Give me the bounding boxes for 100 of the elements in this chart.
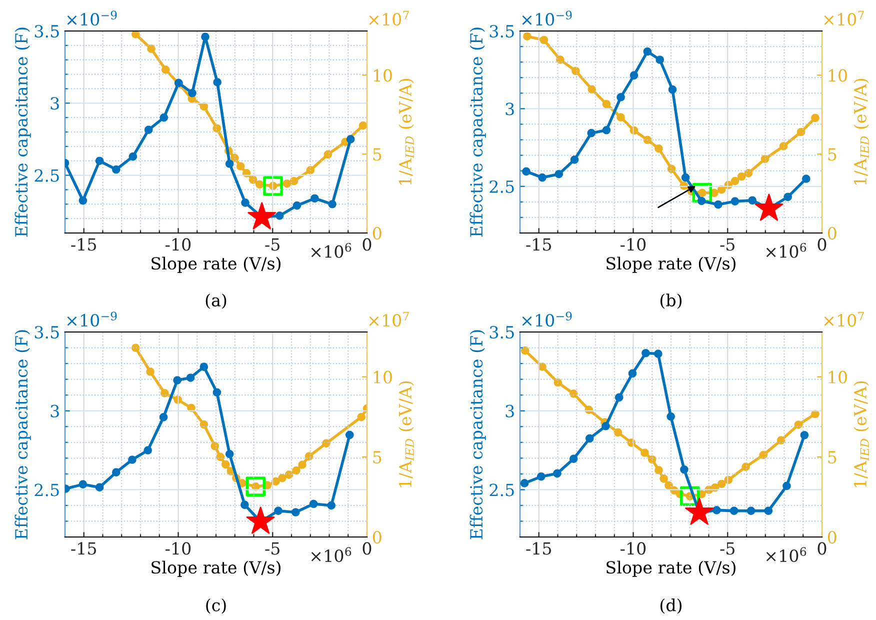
- point: [255, 180, 264, 189]
- point: [538, 173, 546, 182]
- y2-tick-label: 0: [828, 226, 836, 240]
- point: [556, 56, 564, 64]
- y-tick-label: 3: [506, 404, 514, 418]
- x-axis-title: Slope rate (V/s): [152, 560, 280, 577]
- x-tick-label: 0: [362, 542, 372, 555]
- x-tick-label: -10: [620, 542, 646, 555]
- point: [540, 36, 548, 44]
- y-tick-label: 3.5: [490, 24, 514, 38]
- point: [274, 506, 282, 515]
- text: (c): [206, 598, 226, 614]
- x-tick-label: -5: [265, 542, 280, 555]
- text: ×10$^{6}$: [766, 242, 806, 258]
- text: ×10$^{7}$: [369, 10, 409, 26]
- point: [292, 466, 300, 475]
- x-tick-label: -10: [166, 542, 191, 555]
- text: ×10$^{7}$: [369, 312, 409, 327]
- point: [225, 160, 234, 168]
- point: [744, 169, 753, 178]
- point: [304, 452, 314, 460]
- point: [697, 196, 706, 206]
- point: [275, 212, 284, 220]
- x-tick-label: -10: [166, 238, 191, 251]
- point: [811, 114, 820, 122]
- y-axis-title: Effective capacitance (F): [14, 28, 31, 237]
- point: [628, 369, 637, 378]
- point: [187, 404, 196, 412]
- point: [779, 142, 788, 150]
- text: ×10$^{6}$: [766, 547, 806, 562]
- y-tick-label: 2.5: [34, 169, 59, 182]
- y-tick-label: 2.5: [34, 484, 59, 496]
- text: ×10$^{−9}$: [522, 312, 572, 327]
- point: [717, 480, 726, 488]
- point: [685, 498, 714, 525]
- point: [656, 56, 664, 64]
- point: [523, 32, 532, 41]
- point: [570, 155, 579, 164]
- point: [782, 482, 791, 490]
- point: [569, 454, 578, 463]
- point: [654, 466, 663, 474]
- x-tick-label: -15: [71, 542, 96, 555]
- point: [212, 388, 222, 397]
- text: ×10$^{7}$: [824, 312, 864, 327]
- point: [306, 166, 315, 174]
- text: (d): [660, 598, 682, 614]
- point: [236, 162, 245, 170]
- point: [213, 78, 222, 86]
- point: [161, 65, 170, 74]
- point: [668, 85, 677, 94]
- text: ×10$^{−9}$: [522, 10, 572, 26]
- point: [278, 474, 286, 482]
- point: [200, 102, 208, 111]
- text: ×10$^{−9}$: [67, 10, 117, 26]
- point: [654, 144, 663, 153]
- point: [131, 31, 140, 38]
- point: [784, 192, 792, 202]
- point: [146, 368, 154, 376]
- x-tick-label: 0: [818, 238, 826, 251]
- point: [714, 200, 722, 209]
- point: [660, 474, 668, 483]
- point: [144, 126, 153, 134]
- point: [112, 468, 120, 477]
- point: [754, 194, 784, 221]
- point: [602, 100, 611, 108]
- point: [759, 450, 768, 460]
- point: [282, 179, 292, 188]
- point: [322, 439, 330, 448]
- x-axis-title: Slope rate (V/s): [606, 256, 736, 273]
- point: [554, 170, 564, 178]
- point: [553, 469, 562, 478]
- y2-tick-label: 5: [373, 451, 382, 464]
- point: [680, 465, 688, 474]
- y2-tick-label: 0: [372, 530, 382, 544]
- point: [216, 452, 225, 462]
- point: [643, 136, 652, 144]
- point: [240, 500, 249, 509]
- point: [309, 500, 318, 508]
- point: [585, 434, 594, 443]
- point: [310, 194, 319, 203]
- point: [614, 428, 622, 437]
- y-tick-label: 3: [506, 102, 514, 116]
- text: ×10$^{−9}$: [67, 312, 117, 327]
- point: [248, 202, 276, 230]
- x-tick-label: -10: [620, 238, 646, 251]
- point: [730, 176, 740, 186]
- point: [569, 389, 578, 398]
- point: [717, 185, 726, 194]
- point: [640, 448, 649, 457]
- text: (a): [206, 294, 226, 309]
- x-tick-label: -5: [720, 238, 734, 251]
- x-axis-title: Slope rate (V/s): [606, 560, 736, 577]
- point: [78, 480, 88, 488]
- point: [588, 85, 596, 94]
- point: [290, 176, 298, 186]
- point: [144, 446, 152, 454]
- point: [357, 412, 366, 422]
- point: [794, 420, 803, 429]
- point: [520, 479, 529, 488]
- point: [291, 508, 300, 516]
